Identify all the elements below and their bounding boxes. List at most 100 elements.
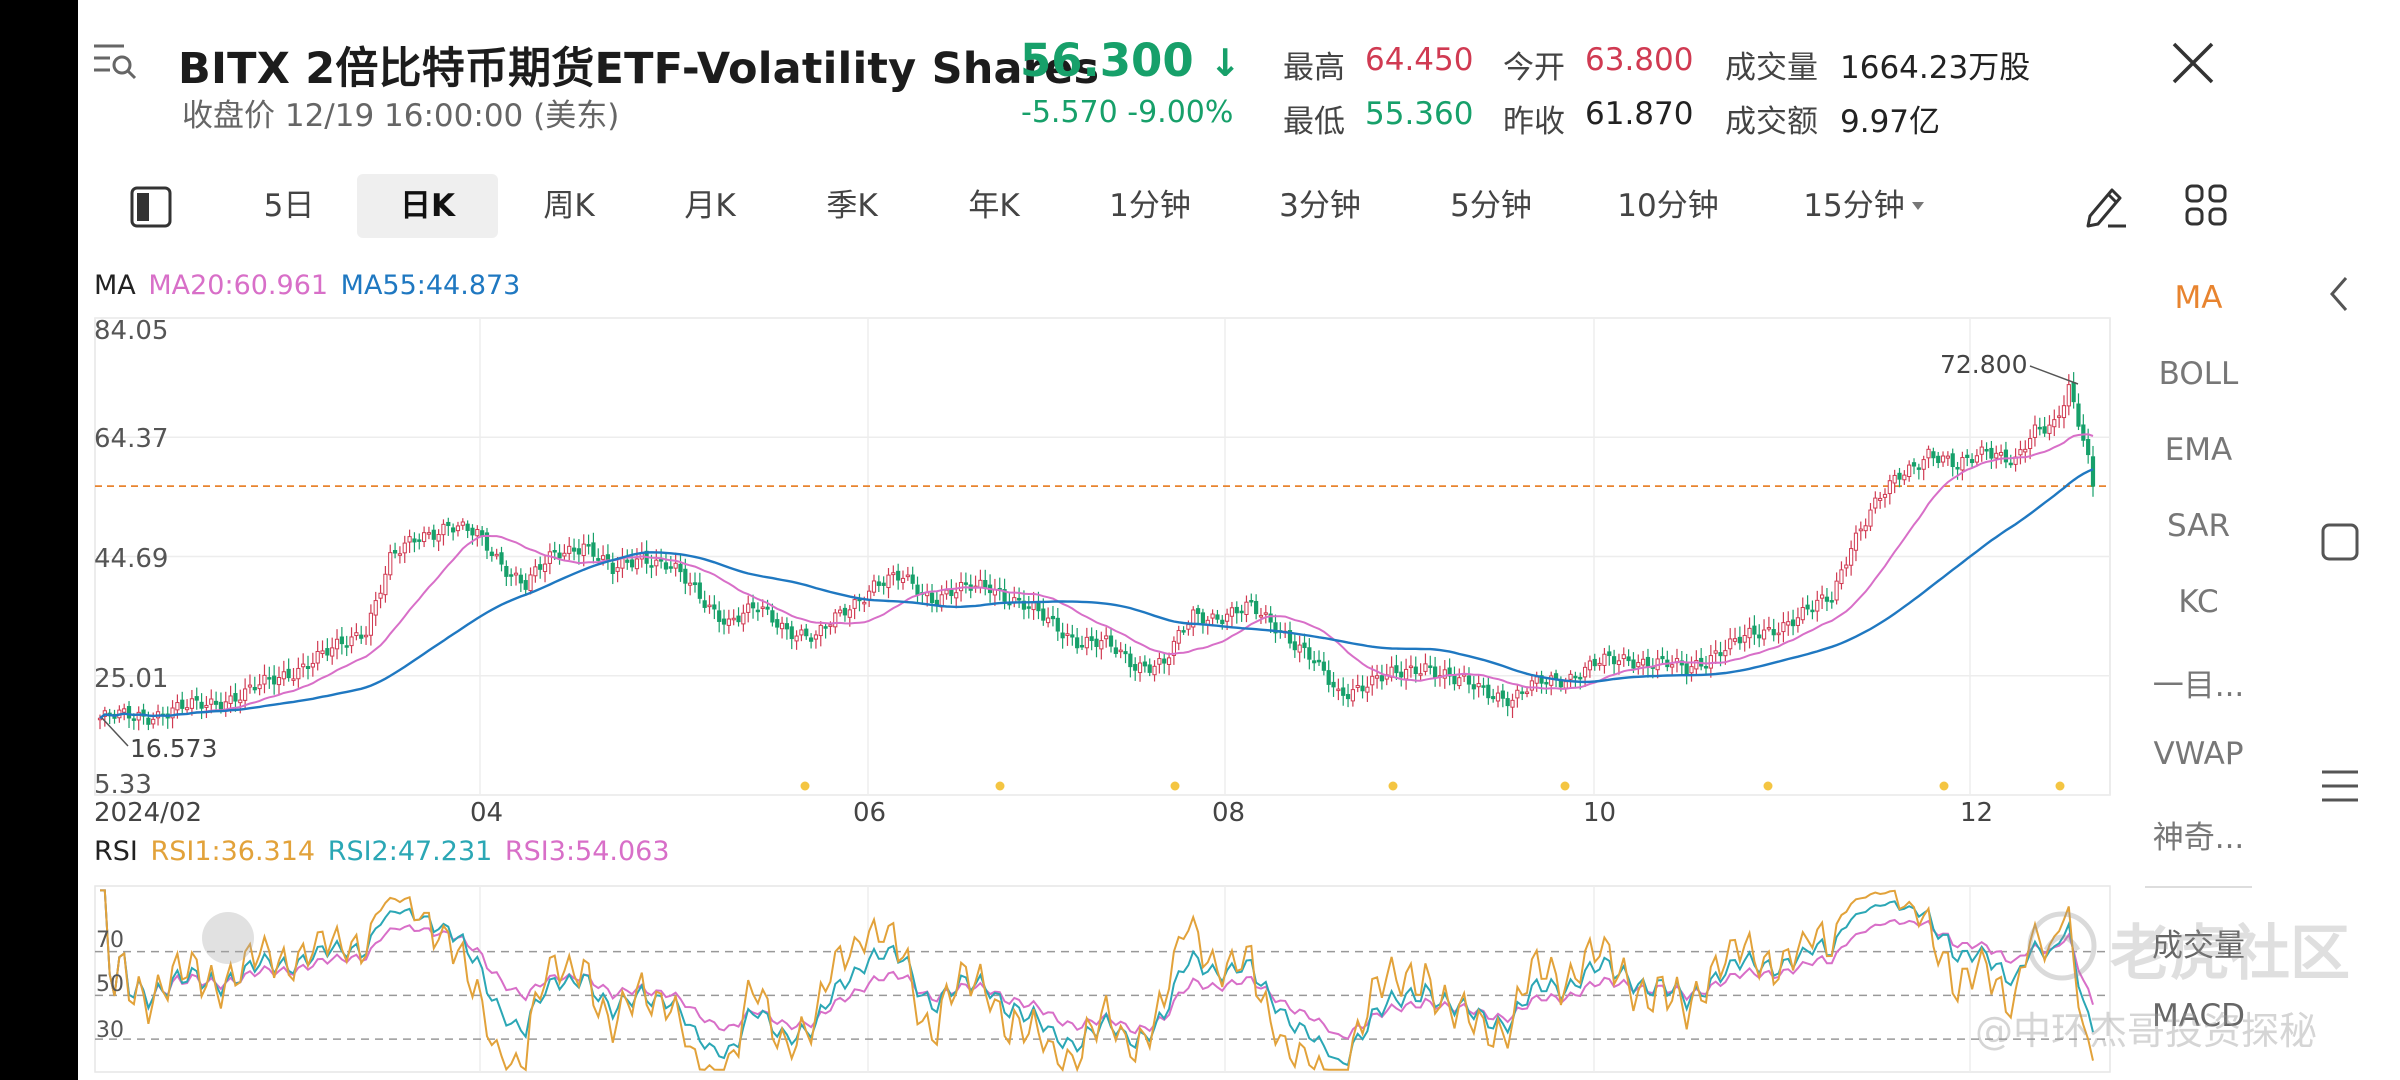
candle-body [1195,608,1201,614]
candle-body [2042,426,2047,434]
candle-body [659,559,664,562]
candle-body [388,552,393,576]
candle-body [2047,424,2052,434]
candle-body [126,706,132,719]
tab-3min[interactable]: 3分钟 [1279,188,1361,224]
candle-body [286,668,291,679]
candle-body [954,592,959,599]
menu-search-icon[interactable] [92,38,138,82]
candle-body [213,700,219,705]
candle-body [770,610,775,623]
indicator-volume[interactable]: 成交量 [2152,928,2245,964]
candle-body [654,559,659,567]
candle-body [2037,426,2042,430]
tab-15min[interactable]: 15分钟 [1803,188,1905,224]
candle-body [1863,525,1868,532]
grid-layout-icon[interactable] [2183,182,2229,228]
candle-body [702,600,707,608]
candle-body [1225,613,1230,622]
chevron-left-icon[interactable] [2318,272,2362,316]
close-icon[interactable] [2168,38,2218,88]
candle-body [1708,655,1713,669]
indicator-sar[interactable]: SAR [2167,508,2230,544]
candle-body [1002,589,1007,602]
candle-body [349,636,354,647]
candle-body [1495,692,1501,702]
candle-body [1041,608,1046,621]
candle-body [146,717,151,725]
candle-body [1268,613,1273,623]
candle-body [804,628,809,637]
candle-body [1186,624,1191,630]
candle-body [1834,580,1839,601]
candle-body [1955,466,1960,470]
candle-body [422,532,427,543]
event-marker [1170,781,1180,791]
candle-body [760,606,765,609]
candlestick-chart[interactable] [0,0,2120,1080]
candle-body [1108,635,1114,647]
candle-body [1839,569,1844,585]
tab-weekly-k[interactable]: 周K [543,188,595,224]
draw-pen-icon[interactable] [2080,180,2130,230]
indicator-ema[interactable]: EMA [2164,432,2233,468]
candle-body [896,570,901,581]
candle-body [1244,601,1249,616]
tab-5min[interactable]: 5分钟 [1450,188,1532,224]
x-axis-label: 12 [1960,798,1994,828]
candle-body [784,623,790,630]
candle-body [688,582,693,586]
candle-body [1017,597,1022,601]
candle-body [1539,675,1544,684]
tab-5d[interactable]: 5日 [263,188,315,224]
candle-body [1413,666,1418,675]
tab-quarterly-k[interactable]: 季K [826,188,878,224]
candle-body [741,612,746,625]
stat-label-volume: 成交量 [1725,50,1818,86]
candle-body [1374,675,1380,679]
candle-body [581,543,586,557]
indicator-macd[interactable]: MACD [2152,998,2245,1034]
high-leader-line [2029,365,2079,385]
chevron-down-icon[interactable] [1910,200,1926,212]
tab-10min[interactable]: 10分钟 [1617,188,1719,224]
indicator-ichimoku[interactable]: 一目... [2152,668,2245,704]
candle-body [1892,474,1897,484]
x-axis-label: 08 [1212,798,1246,828]
tab-daily-k[interactable]: 日K [357,174,498,238]
tab-yearly-k[interactable]: 年K [968,188,1020,224]
square-icon[interactable] [2318,520,2362,564]
candle-body [755,609,760,613]
tab-1min[interactable]: 1分钟 [1109,188,1191,224]
candle-body [228,695,233,704]
candle-body [871,580,877,593]
candle-body [1582,666,1588,678]
hamburger-menu-icon[interactable] [2318,764,2362,808]
candle-body [180,699,185,709]
tab-monthly-k[interactable]: 月K [684,188,736,224]
candle-body [1481,685,1486,688]
candle-body [944,589,949,595]
candle-body [1800,607,1805,621]
close-time: 收盘价 12/19 16:00:00 (美东) [182,98,620,134]
candle-body [276,677,282,686]
candle-body [610,562,615,574]
candle-body [209,698,214,705]
event-marker [1388,781,1398,791]
candle-body [1878,497,1883,501]
candle-body [1950,453,1955,468]
candle-body [2061,405,2067,419]
indicator-ma[interactable]: MA [2174,280,2223,316]
layout-toggle-icon[interactable] [128,184,174,230]
candle-body [1287,630,1293,644]
indicator-kc[interactable]: KC [2178,584,2219,620]
indicator-vwap[interactable]: VWAP [2153,736,2244,772]
candle-body [136,711,141,721]
candle-body [891,572,896,576]
candle-body [1031,602,1036,611]
candle-body [1829,600,1834,603]
candle-body [354,632,359,637]
indicator-boll[interactable]: BOLL [2158,356,2239,392]
indicator-magic[interactable]: 神奇... [2152,820,2245,856]
candle-body [1036,602,1041,612]
